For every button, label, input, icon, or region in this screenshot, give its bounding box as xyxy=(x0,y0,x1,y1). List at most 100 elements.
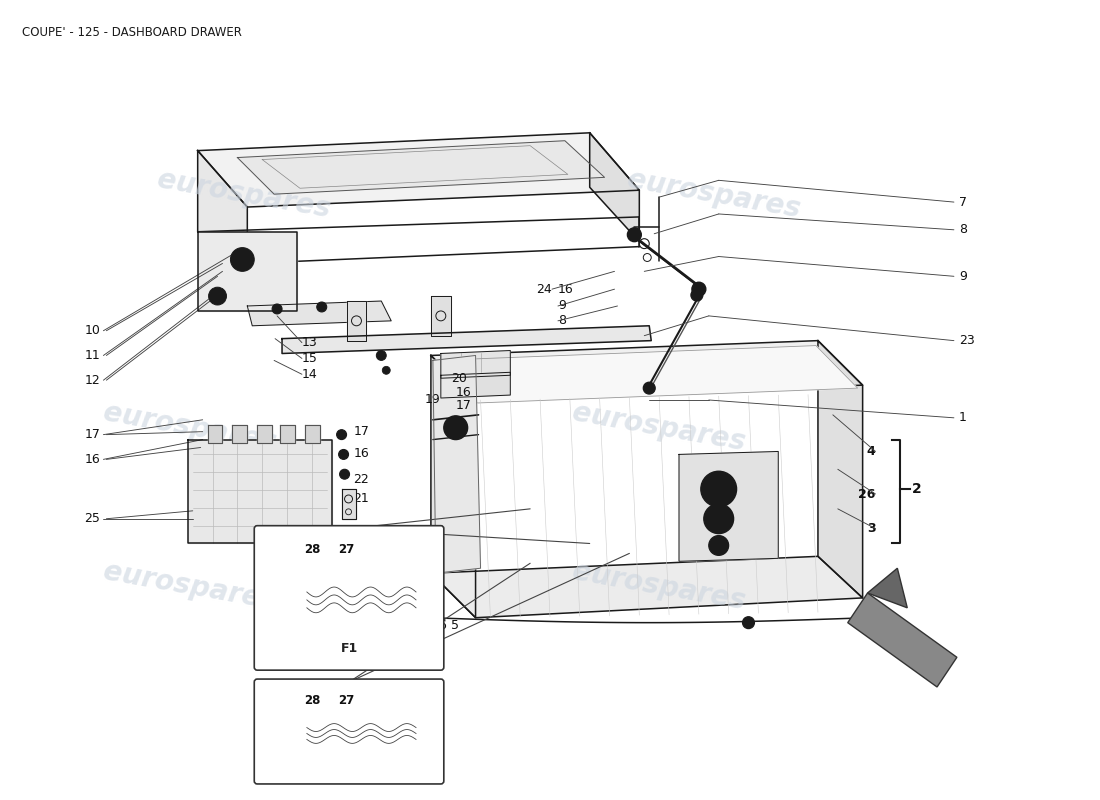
Circle shape xyxy=(340,470,350,479)
FancyBboxPatch shape xyxy=(254,679,443,784)
Text: 6: 6 xyxy=(438,619,446,632)
Text: eurospares: eurospares xyxy=(101,557,278,615)
Text: 18: 18 xyxy=(417,619,433,632)
Text: eurospares: eurospares xyxy=(570,398,748,457)
Text: 9: 9 xyxy=(959,270,967,283)
Polygon shape xyxy=(346,301,366,341)
Text: 23: 23 xyxy=(959,334,975,347)
Circle shape xyxy=(711,511,727,526)
Text: 21: 21 xyxy=(353,493,370,506)
Text: 10: 10 xyxy=(85,324,100,338)
Text: 27: 27 xyxy=(339,543,354,557)
Text: 7: 7 xyxy=(959,195,967,209)
Circle shape xyxy=(240,257,245,262)
Polygon shape xyxy=(868,568,908,608)
Circle shape xyxy=(337,430,346,439)
Polygon shape xyxy=(848,593,957,687)
Polygon shape xyxy=(198,133,639,207)
Circle shape xyxy=(691,289,703,301)
Polygon shape xyxy=(433,355,481,573)
Text: 2: 2 xyxy=(912,482,922,496)
Text: eurospares: eurospares xyxy=(155,165,333,223)
Text: 13: 13 xyxy=(301,336,318,349)
Circle shape xyxy=(692,282,706,296)
Text: eurospares: eurospares xyxy=(570,557,748,615)
Text: eurospares: eurospares xyxy=(101,398,278,457)
Text: 5: 5 xyxy=(451,619,459,632)
Circle shape xyxy=(708,479,728,499)
Polygon shape xyxy=(441,372,510,398)
Text: 22: 22 xyxy=(353,473,370,486)
Circle shape xyxy=(627,228,641,242)
Polygon shape xyxy=(818,341,862,598)
Text: 25: 25 xyxy=(85,512,100,526)
Polygon shape xyxy=(342,489,356,518)
Polygon shape xyxy=(282,326,651,354)
Polygon shape xyxy=(232,425,248,442)
Text: 27: 27 xyxy=(339,694,354,707)
Polygon shape xyxy=(188,439,332,543)
Text: 8: 8 xyxy=(558,314,565,327)
Circle shape xyxy=(708,535,728,555)
Circle shape xyxy=(376,350,386,361)
Text: 26: 26 xyxy=(858,487,876,501)
Polygon shape xyxy=(431,296,451,336)
Polygon shape xyxy=(305,425,320,442)
Text: 17: 17 xyxy=(455,399,472,413)
Text: 16: 16 xyxy=(455,386,472,398)
Text: 16: 16 xyxy=(558,282,574,296)
Polygon shape xyxy=(431,341,862,400)
Text: 8: 8 xyxy=(959,223,967,236)
Polygon shape xyxy=(679,451,779,562)
Text: 11: 11 xyxy=(85,349,100,362)
Text: 12: 12 xyxy=(85,374,100,386)
Text: 14: 14 xyxy=(301,368,318,381)
Polygon shape xyxy=(248,301,392,326)
Text: 15: 15 xyxy=(301,352,318,365)
Circle shape xyxy=(742,617,755,629)
Text: 28: 28 xyxy=(304,694,320,707)
Polygon shape xyxy=(280,425,295,442)
Circle shape xyxy=(235,253,250,266)
Text: 16: 16 xyxy=(85,453,100,466)
Circle shape xyxy=(701,471,737,507)
Polygon shape xyxy=(198,150,248,263)
Circle shape xyxy=(209,287,227,305)
Text: 17: 17 xyxy=(353,425,370,438)
Circle shape xyxy=(443,416,468,439)
Text: 19: 19 xyxy=(425,393,441,406)
FancyBboxPatch shape xyxy=(254,526,443,670)
Text: 9: 9 xyxy=(558,299,565,313)
Text: 24: 24 xyxy=(536,282,552,296)
Text: 4: 4 xyxy=(867,445,876,458)
Circle shape xyxy=(450,422,462,434)
Text: COUPE' - 125 - DASHBOARD DRAWER: COUPE' - 125 - DASHBOARD DRAWER xyxy=(22,26,242,39)
Text: 16: 16 xyxy=(353,447,370,460)
Circle shape xyxy=(272,304,282,314)
Polygon shape xyxy=(198,232,297,311)
Polygon shape xyxy=(238,141,605,194)
Polygon shape xyxy=(257,425,272,442)
Polygon shape xyxy=(208,425,222,442)
Circle shape xyxy=(317,302,327,312)
Polygon shape xyxy=(590,133,639,242)
Text: eurospares: eurospares xyxy=(625,165,803,223)
Text: 28: 28 xyxy=(304,543,320,557)
Circle shape xyxy=(230,248,254,271)
Circle shape xyxy=(746,620,751,626)
Circle shape xyxy=(339,450,349,459)
Polygon shape xyxy=(431,556,862,618)
Text: 17: 17 xyxy=(85,428,100,441)
Polygon shape xyxy=(431,355,475,618)
Text: 20: 20 xyxy=(451,372,466,385)
Text: F1: F1 xyxy=(340,642,358,655)
Circle shape xyxy=(704,504,734,534)
Polygon shape xyxy=(436,346,858,403)
Text: 1: 1 xyxy=(959,411,967,424)
Circle shape xyxy=(274,306,280,312)
Circle shape xyxy=(319,304,324,310)
Text: 3: 3 xyxy=(867,522,876,535)
Circle shape xyxy=(644,382,656,394)
Polygon shape xyxy=(441,350,510,378)
Circle shape xyxy=(383,366,390,374)
